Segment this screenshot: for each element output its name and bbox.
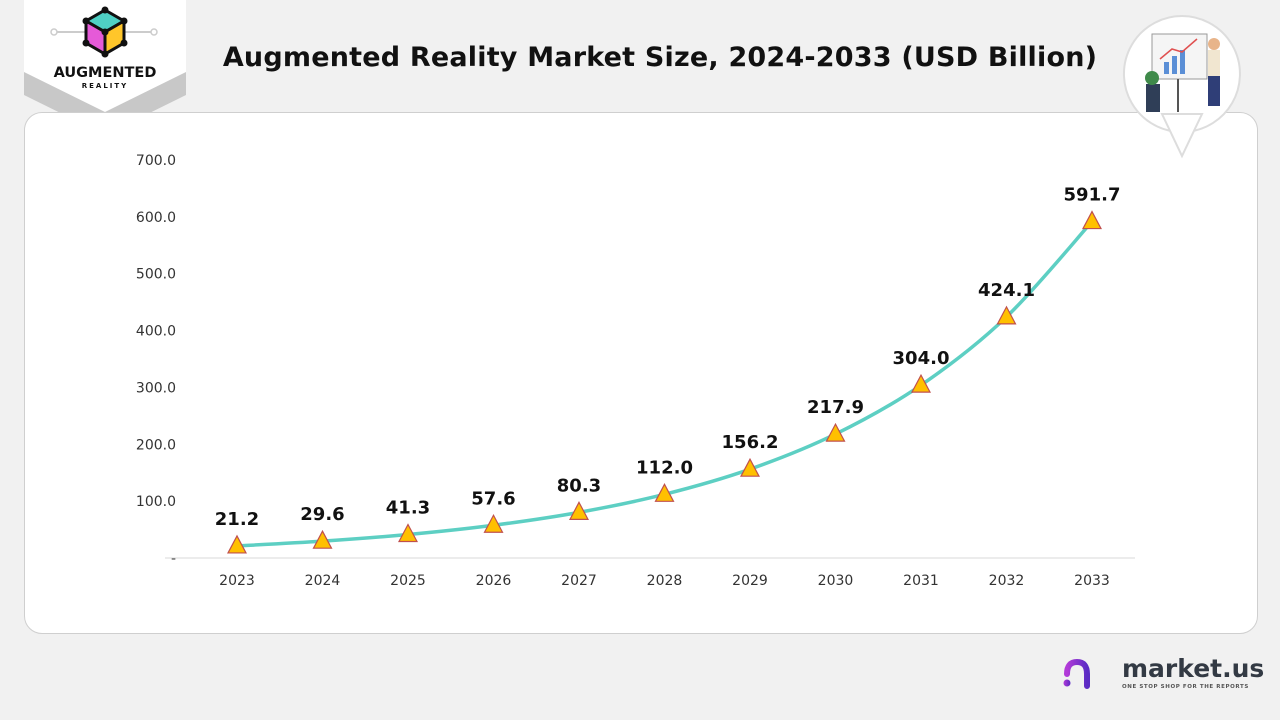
data-label: 424.1 bbox=[978, 280, 1035, 301]
triangle-marker-icon bbox=[398, 523, 418, 543]
data-label: 41.3 bbox=[386, 498, 430, 519]
data-label: 21.2 bbox=[215, 509, 259, 530]
y-tick-label: 100.0 bbox=[136, 494, 176, 510]
y-tick-label: 600.0 bbox=[136, 210, 176, 226]
triangle-marker-icon bbox=[911, 373, 931, 393]
logo-line1: AUGMENTED bbox=[54, 65, 157, 81]
triangle-marker-icon bbox=[654, 483, 675, 502]
triangle-marker-icon bbox=[825, 422, 846, 442]
chart-card bbox=[24, 112, 1258, 634]
triangle-marker-icon bbox=[483, 513, 504, 533]
brand-tagline: ONE STOP SHOP FOR THE REPORTS bbox=[1122, 684, 1249, 690]
y-tick-label: - bbox=[171, 551, 176, 567]
data-label: 591.7 bbox=[1064, 185, 1121, 206]
triangle-marker-icon bbox=[312, 529, 333, 549]
market-us-logo: market.us ONE STOP SHOP FOR THE REPORTS bbox=[1062, 654, 1265, 696]
y-tick-label: 500.0 bbox=[136, 267, 176, 283]
presenter-illustration-icon bbox=[1122, 14, 1242, 159]
y-tick-label: 400.0 bbox=[136, 324, 176, 340]
x-tick-label: 2027 bbox=[561, 573, 597, 589]
triangle-marker-icon bbox=[740, 457, 760, 477]
y-tick-label: 700.0 bbox=[136, 153, 176, 169]
data-label: 304.0 bbox=[893, 348, 950, 369]
data-label: 112.0 bbox=[636, 457, 693, 478]
data-label: 57.6 bbox=[471, 488, 515, 509]
y-tick-label: 200.0 bbox=[136, 437, 176, 453]
data-label: 156.2 bbox=[722, 432, 779, 453]
data-label: 217.9 bbox=[807, 397, 864, 418]
market-us-mark-icon bbox=[1063, 658, 1111, 689]
data-label: 80.3 bbox=[557, 475, 601, 496]
x-tick-label: 2028 bbox=[647, 573, 683, 589]
triangle-marker-icon bbox=[996, 305, 1017, 325]
x-tick-label: 2032 bbox=[989, 573, 1025, 589]
x-tick-label: 2025 bbox=[390, 573, 426, 589]
x-tick-label: 2023 bbox=[219, 573, 255, 589]
chart-title: Augmented Reality Market Size, 2024-2033… bbox=[222, 42, 1098, 73]
x-tick-label: 2033 bbox=[1074, 573, 1110, 589]
augmented-reality-logo: AUGMENTED REALITY bbox=[24, 0, 186, 135]
triangle-marker-icon bbox=[569, 501, 589, 520]
data-label: 29.6 bbox=[300, 504, 344, 525]
logo-line2: REALITY bbox=[82, 82, 129, 90]
x-tick-label: 2029 bbox=[732, 573, 768, 589]
x-tick-label: 2031 bbox=[903, 573, 939, 589]
brand-name: market.us bbox=[1122, 654, 1265, 683]
triangle-marker-icon bbox=[227, 534, 247, 554]
x-tick-label: 2026 bbox=[476, 573, 512, 589]
x-tick-label: 2024 bbox=[305, 573, 341, 589]
y-tick-label: 300.0 bbox=[136, 380, 176, 396]
triangle-marker-icon bbox=[1082, 210, 1102, 230]
x-tick-label: 2030 bbox=[818, 573, 854, 589]
